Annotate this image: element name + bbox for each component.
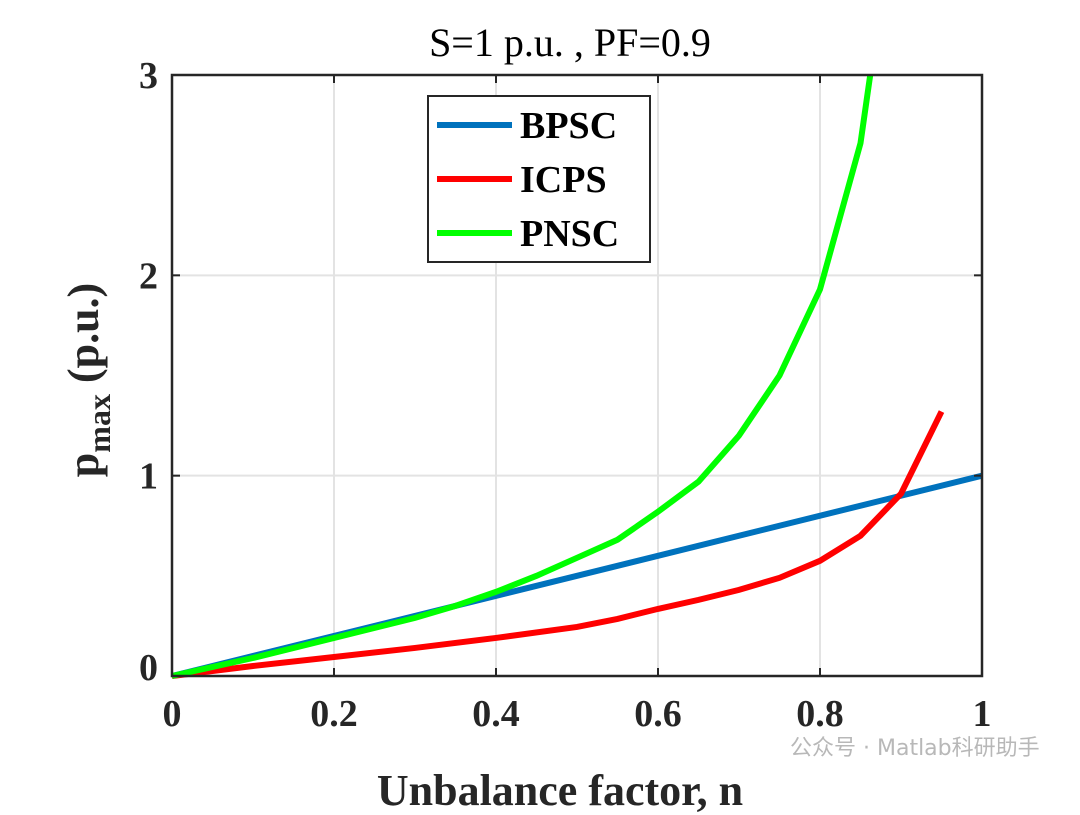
y-tick-label: 0 xyxy=(139,647,158,689)
x-tick-label: 0.6 xyxy=(634,693,682,735)
plot-frame xyxy=(170,73,984,678)
y-tick-label: 1 xyxy=(139,456,158,498)
series-lines xyxy=(171,74,983,679)
legend-label-pnsc: PNSC xyxy=(520,213,619,255)
x-axis-label: Unbalance factor, n xyxy=(377,766,743,815)
ticks: 0 0.2 0.4 0.6 0.8 1 0 1 2 3 xyxy=(139,55,992,735)
chart-title: S=1 p.u. , PF=0.9 xyxy=(429,20,711,65)
y-label-main: p xyxy=(59,453,108,477)
x-tick-label: 0 xyxy=(163,693,182,735)
legend-label-bpsc: BPSC xyxy=(520,105,617,147)
series-line-icps xyxy=(171,410,945,679)
legend: BPSC ICPS PNSC xyxy=(427,95,651,263)
legend-label-icps: ICPS xyxy=(520,159,607,201)
x-tick-label: 0.4 xyxy=(472,693,520,735)
y-tick-label: 3 xyxy=(139,55,158,97)
y-label-suffix: (p.u.) xyxy=(59,283,108,394)
x-tick-label: 1 xyxy=(973,693,992,735)
y-tick-label: 2 xyxy=(139,255,158,297)
x-tick-label: 0.2 xyxy=(310,693,358,735)
x-tick-label: 0.8 xyxy=(796,693,844,735)
y-label-subscript: max xyxy=(81,394,117,453)
watermark: 公众号 · Matlab科研助手 xyxy=(790,736,1040,761)
y-axis-label: pmax (p.u.) xyxy=(59,283,117,477)
series-line-pnsc xyxy=(171,74,874,679)
